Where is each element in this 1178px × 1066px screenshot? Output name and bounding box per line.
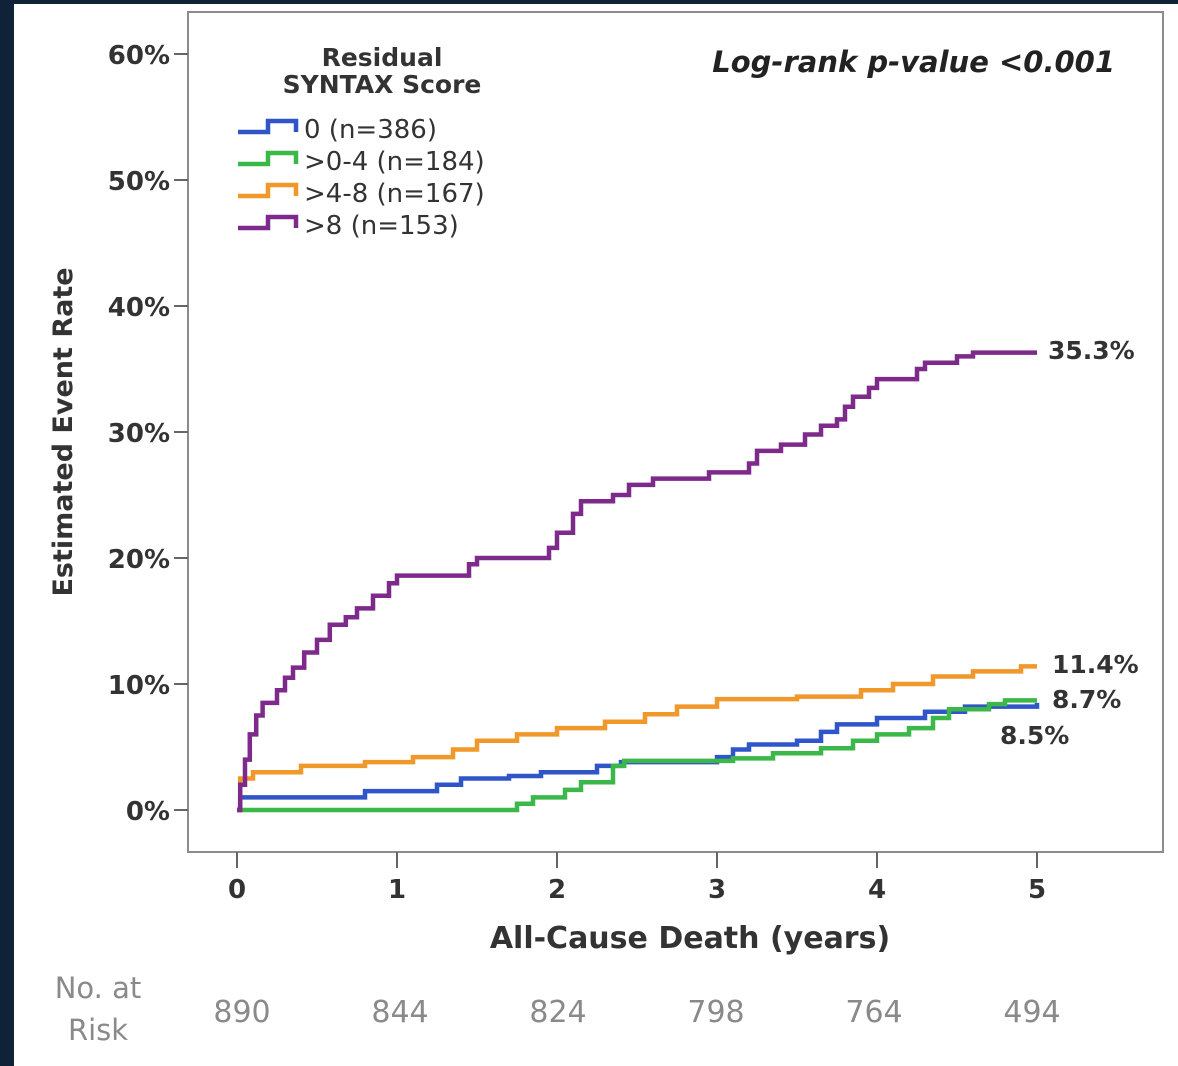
y-tick-label: 60% [108,41,170,71]
risk-count: 494 [1003,995,1060,1030]
end-value-label: 35.3% [1048,336,1135,365]
risk-count: 844 [371,995,428,1030]
y-tick-label: 50% [108,167,170,197]
series-line-2 [237,664,1037,813]
series-line-0 [237,702,1040,813]
x-tick-label: 1 [388,875,406,905]
legend-item-label: >8 (n=153) [304,211,459,241]
end-value-label: 11.4% [1052,650,1139,679]
risk-count: 824 [529,995,586,1030]
risk-count: 890 [213,995,270,1030]
legend-swatch [238,118,299,135]
x-tick-label: 2 [548,875,566,905]
end-value-label: 8.7% [1052,685,1121,714]
y-tick-label: 20% [108,545,170,575]
x-tick-label: 3 [708,875,726,905]
legend-title: SYNTAX Score [283,70,482,99]
y-tick-label: 30% [108,419,170,449]
legend-item-label: >4-8 (n=167) [304,179,485,209]
x-tick-label: 4 [868,875,886,905]
legend-item-label: >0-4 (n=184) [304,147,485,177]
legend-swatch [238,214,299,231]
y-tick-label: 10% [108,671,170,701]
y-axis-title: Estimated Event Rate [48,267,79,596]
legend-title: Residual [322,43,443,72]
series-line-3 [237,350,1037,813]
risk-count: 764 [845,995,902,1030]
y-tick-label: 40% [108,293,170,323]
x-axis-title: All-Cause Death (years) [490,921,890,956]
log-rank-annotation: Log-rank p-value <0.001 [712,45,1115,79]
legend-swatch [238,182,299,199]
end-value-label: 8.5% [1000,721,1069,750]
legend-item-label: 0 (n=386) [304,115,437,145]
series-line-1 [237,698,1037,813]
y-tick-label: 0% [126,797,170,827]
x-tick-label: 5 [1028,875,1046,905]
legend-swatch [238,150,299,167]
risk-table-label: Risk [68,1013,128,1047]
risk-table-label: No. at [55,971,142,1005]
chart-panel [14,4,1178,1066]
x-tick-label: 0 [228,875,246,905]
risk-count: 798 [687,995,744,1030]
